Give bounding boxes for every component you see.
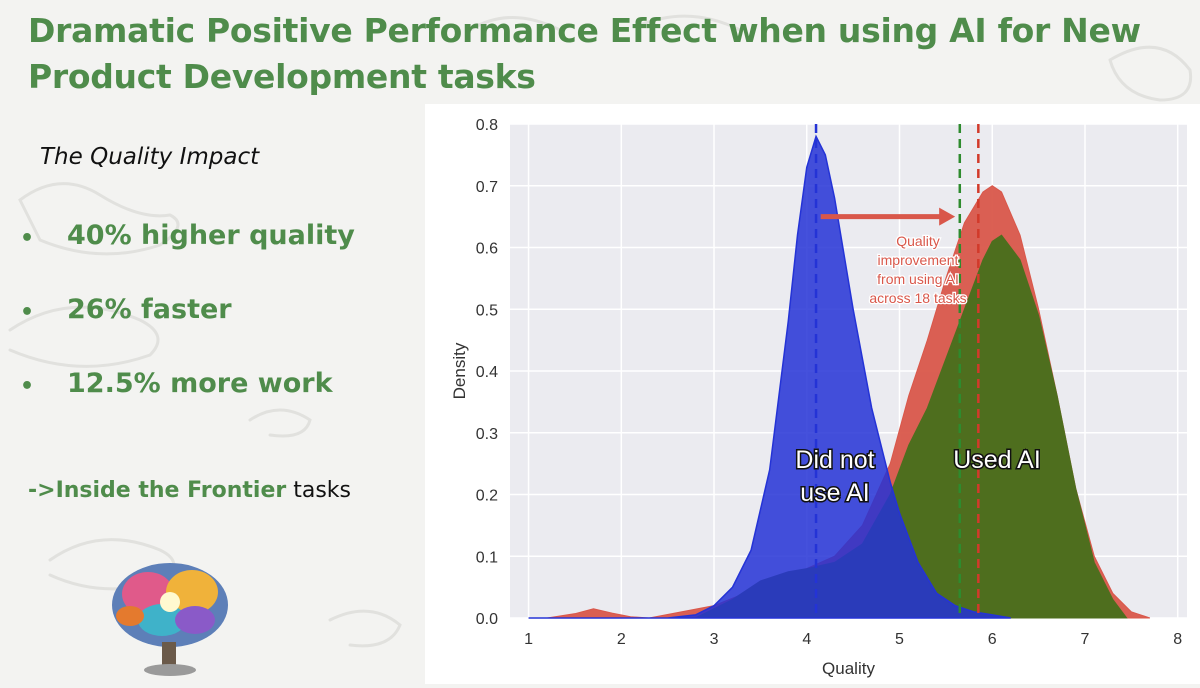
y-tick-label: 0.5 <box>476 302 498 319</box>
density-chart: 0.0 0.1 0.2 0.3 0.4 0.5 0.6 0.7 0.8 1 2 3 4 5 6 7 8 Quali… <box>450 117 1187 678</box>
improvement-annotation-line: improvement <box>878 252 959 268</box>
bullet-list: • 40% higher quality • 26% faster • 12.5% m… <box>16 220 355 442</box>
improvement-arrow-head <box>939 207 956 226</box>
ai-series-label: Used AI <box>953 446 1041 474</box>
bullet-item: • 26% faster <box>16 294 355 368</box>
y-axis-label: Density <box>450 342 469 399</box>
y-tick-label: 0.1 <box>476 549 498 566</box>
y-tick-label: 0.8 <box>476 117 498 134</box>
y-tick-label: 0.7 <box>476 179 498 196</box>
x-tick-label: 2 <box>617 631 626 648</box>
bullet-marker: • <box>20 300 35 325</box>
improvement-annotation-line: across 18 tasks <box>869 290 966 306</box>
improvement-annotation-line: Quality <box>896 233 940 249</box>
y-tick-label: 0.3 <box>476 426 498 443</box>
no-ai-series-label: Did not <box>795 446 874 474</box>
x-tick-label: 5 <box>895 631 904 648</box>
frontier-suffix: tasks <box>286 478 351 503</box>
bullet-text: 26% faster <box>67 294 232 325</box>
x-tick-label: 1 <box>524 631 533 648</box>
bullet-item: • 40% higher quality <box>16 220 355 294</box>
x-tick-label: 8 <box>1173 631 1182 648</box>
x-tick-label: 4 <box>802 631 811 648</box>
y-tick-label: 0.6 <box>476 241 498 258</box>
bullet-marker: • <box>20 226 35 251</box>
frontier-note: ->Inside the Frontier tasks <box>28 478 351 503</box>
y-tick-label: 0.0 <box>476 611 498 628</box>
x-tick-label: 3 <box>710 631 719 648</box>
no-ai-density-area <box>528 134 1011 619</box>
x-axis-label: Quality <box>822 659 875 678</box>
improvement-annotation-line: from using AI <box>877 271 959 287</box>
bullet-marker: • <box>20 374 35 399</box>
no-ai-series-label: use AI <box>800 479 870 507</box>
brain-illustration-icon <box>112 563 228 676</box>
page-title: Dramatic Positive Performance Effect whe… <box>28 11 1141 96</box>
x-tick-label: 7 <box>1081 631 1090 648</box>
frontier-highlight: ->Inside the Frontier <box>28 478 287 503</box>
bullet-text: 40% higher quality <box>67 220 355 251</box>
bullet-item: • 12.5% more work <box>16 368 355 442</box>
y-tick-label: 0.2 <box>476 488 498 505</box>
x-tick-label: 6 <box>988 631 997 648</box>
chart-panel: 0.0 0.1 0.2 0.3 0.4 0.5 0.6 0.7 0.8 1 2 3 4 5 6 7 8 Quali… <box>425 104 1200 684</box>
bullet-text: 12.5% more work <box>67 368 333 399</box>
subtitle: The Quality Impact <box>40 144 260 170</box>
y-tick-label: 0.4 <box>476 364 498 381</box>
